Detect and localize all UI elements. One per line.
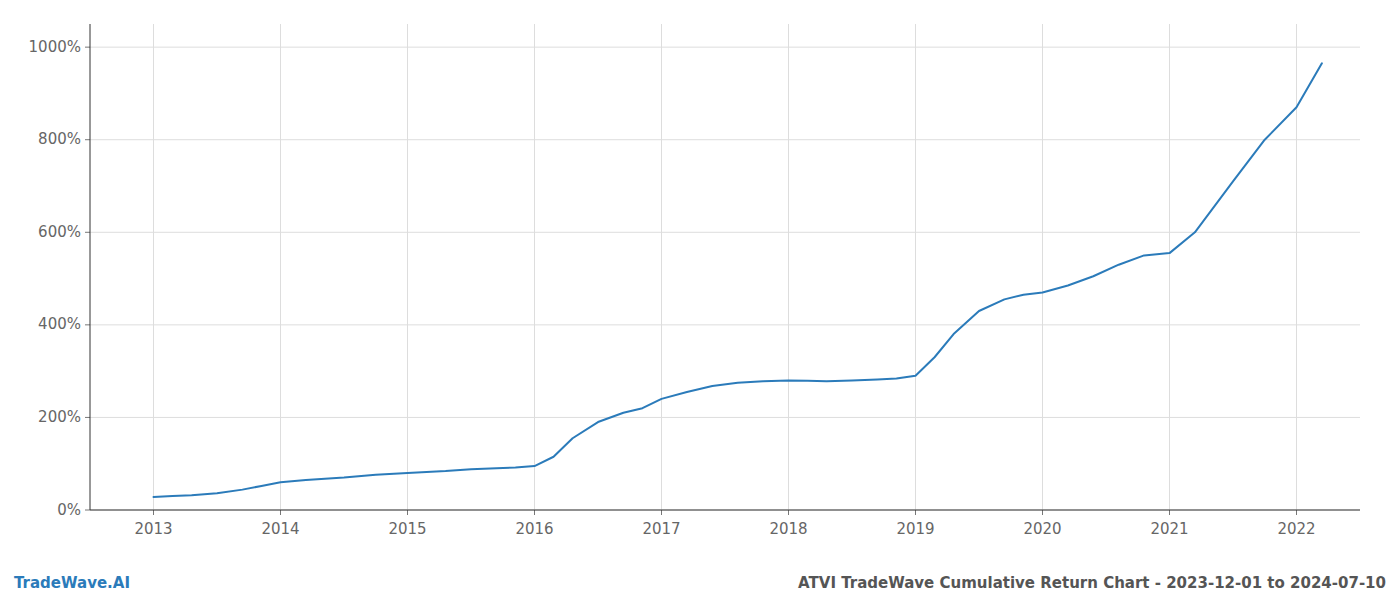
- y-tick: [85, 47, 90, 48]
- x-grid-line: [534, 24, 535, 510]
- watermark: TradeWave.AI: [14, 574, 130, 592]
- x-tick-label: 2018: [769, 520, 807, 538]
- x-tick: [280, 510, 281, 515]
- axes: 0% 200% 400% 600% 800% 1000% 2013 2014 2015 2016 2…: [29, 24, 1360, 538]
- x-tick-label: 2013: [134, 520, 172, 538]
- x-tick: [915, 510, 916, 515]
- x-grid-line: [788, 24, 789, 510]
- x-grid-line: [407, 24, 408, 510]
- title: ATVI TradeWave Cumulative Return Chart -…: [798, 574, 1386, 592]
- x-tick: [1169, 510, 1170, 515]
- x-tick: [788, 510, 789, 515]
- y-tick: [85, 417, 90, 418]
- grid: [90, 24, 1360, 510]
- x-tick-label: 2021: [1150, 520, 1188, 538]
- plot-area: [154, 63, 1322, 497]
- x-grid-line: [1296, 24, 1297, 510]
- x-grid-line: [1169, 24, 1170, 510]
- x-tick-label: 2020: [1023, 520, 1061, 538]
- y-tick-label: 200%: [38, 408, 81, 426]
- x-axis-line: [90, 510, 1360, 511]
- x-tick: [661, 510, 662, 515]
- x-tick: [407, 510, 408, 515]
- x-grid-line: [1042, 24, 1043, 510]
- x-tick: [534, 510, 535, 515]
- y-tick-label: 0%: [57, 501, 81, 519]
- y-axis-line: [90, 24, 91, 510]
- x-tick-label: 2017: [642, 520, 680, 538]
- series-line: [154, 63, 1322, 497]
- footer: TradeWave.AI ATVI TradeWave Cumulative Re…: [14, 574, 1386, 592]
- x-tick-label: 2014: [261, 520, 299, 538]
- y-grid-line: [90, 510, 1360, 511]
- x-grid-line: [661, 24, 662, 510]
- y-tick: [85, 232, 90, 233]
- x-tick-label: 2019: [896, 520, 934, 538]
- x-tick-label: 2016: [515, 520, 553, 538]
- y-tick-label: 600%: [38, 223, 81, 241]
- x-tick: [1296, 510, 1297, 515]
- x-tick: [153, 510, 154, 515]
- x-tick: [1042, 510, 1043, 515]
- x-tick-label: 2015: [388, 520, 426, 538]
- background: [0, 0, 1400, 600]
- chart-container: 0% 200% 400% 600% 800% 1000% 2013 2014 2015 2016 2…: [0, 0, 1400, 600]
- x-grid-line: [153, 24, 154, 510]
- y-tick: [85, 510, 90, 511]
- x-tick-label: 2022: [1277, 520, 1315, 538]
- y-tick-label: 1000%: [29, 38, 81, 56]
- x-grid-line: [280, 24, 281, 510]
- y-tick-label: 400%: [38, 315, 81, 333]
- y-tick: [85, 324, 90, 325]
- x-grid-line: [915, 24, 916, 510]
- y-tick-label: 800%: [38, 130, 81, 148]
- chart-svg: 0% 200% 400% 600% 800% 1000% 2013 2014 2015 2016 2…: [0, 0, 1400, 600]
- y-tick: [85, 139, 90, 140]
